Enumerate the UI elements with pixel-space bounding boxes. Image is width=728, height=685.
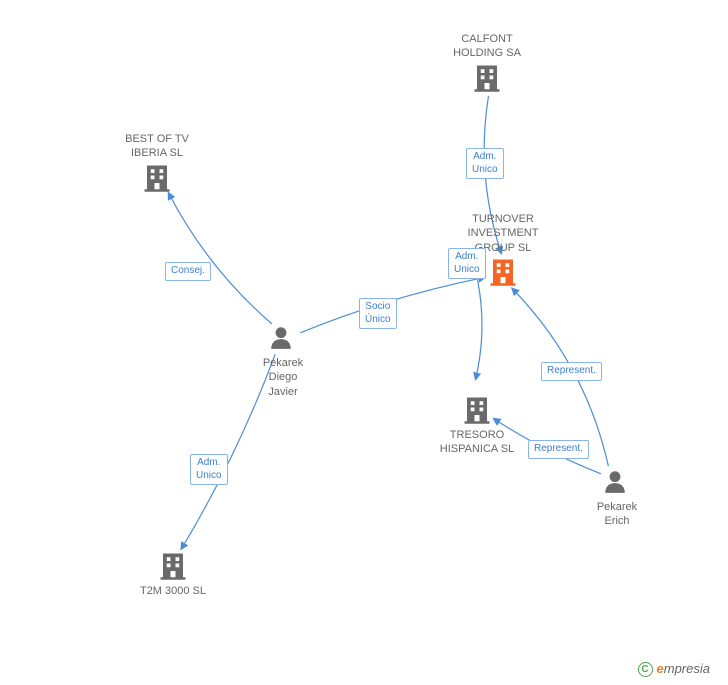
edge-label-calfont-turnover: Adm.Unico [466, 148, 504, 179]
network-canvas [0, 0, 728, 685]
building-icon [158, 551, 188, 581]
footer-brand: mpresia [664, 661, 710, 676]
node-label-diego: PekarekDiegoJavier [228, 356, 338, 399]
node-label-tresoro: TRESOROHISPANICA SL [422, 428, 532, 457]
building-icon [488, 257, 518, 287]
building-node-t2m[interactable] [158, 551, 188, 586]
edge-turnover-tresoro [475, 280, 482, 380]
node-label-erich: PekarekErich [562, 500, 672, 529]
building-node-bestoftv[interactable] [142, 163, 172, 198]
footer-attribution: Cempresia [638, 661, 710, 677]
node-label-calfont: CALFONTHOLDING SA [432, 32, 542, 61]
edge-label-diego-turnover: SocioÚnico [359, 298, 397, 329]
person-node-erich[interactable] [602, 467, 628, 500]
building-icon [142, 163, 172, 193]
person-node-diego[interactable] [268, 323, 294, 356]
person-icon [602, 467, 628, 495]
edge-label-erich-tresoro: Represent. [528, 440, 589, 459]
copyright-icon: C [638, 662, 653, 677]
person-icon [268, 323, 294, 351]
building-icon [462, 395, 492, 425]
node-label-t2m: T2M 3000 SL [118, 584, 228, 598]
edge-label-diego-bestoftv: Consej. [165, 262, 211, 281]
building-icon [472, 63, 502, 93]
edge-label-erich-turnover: Represent. [541, 362, 602, 381]
edge-label-turnover-tresoro: Adm.Unico [448, 248, 486, 279]
building-node-calfont[interactable] [472, 63, 502, 98]
edge-diego-bestoftv [168, 192, 272, 324]
edge-label-diego-t2m: Adm.Unico [190, 454, 228, 485]
building-node-tresoro[interactable] [462, 395, 492, 430]
building-node-turnover[interactable] [488, 257, 518, 292]
node-label-bestoftv: BEST OF TVIBERIA SL [102, 132, 212, 161]
